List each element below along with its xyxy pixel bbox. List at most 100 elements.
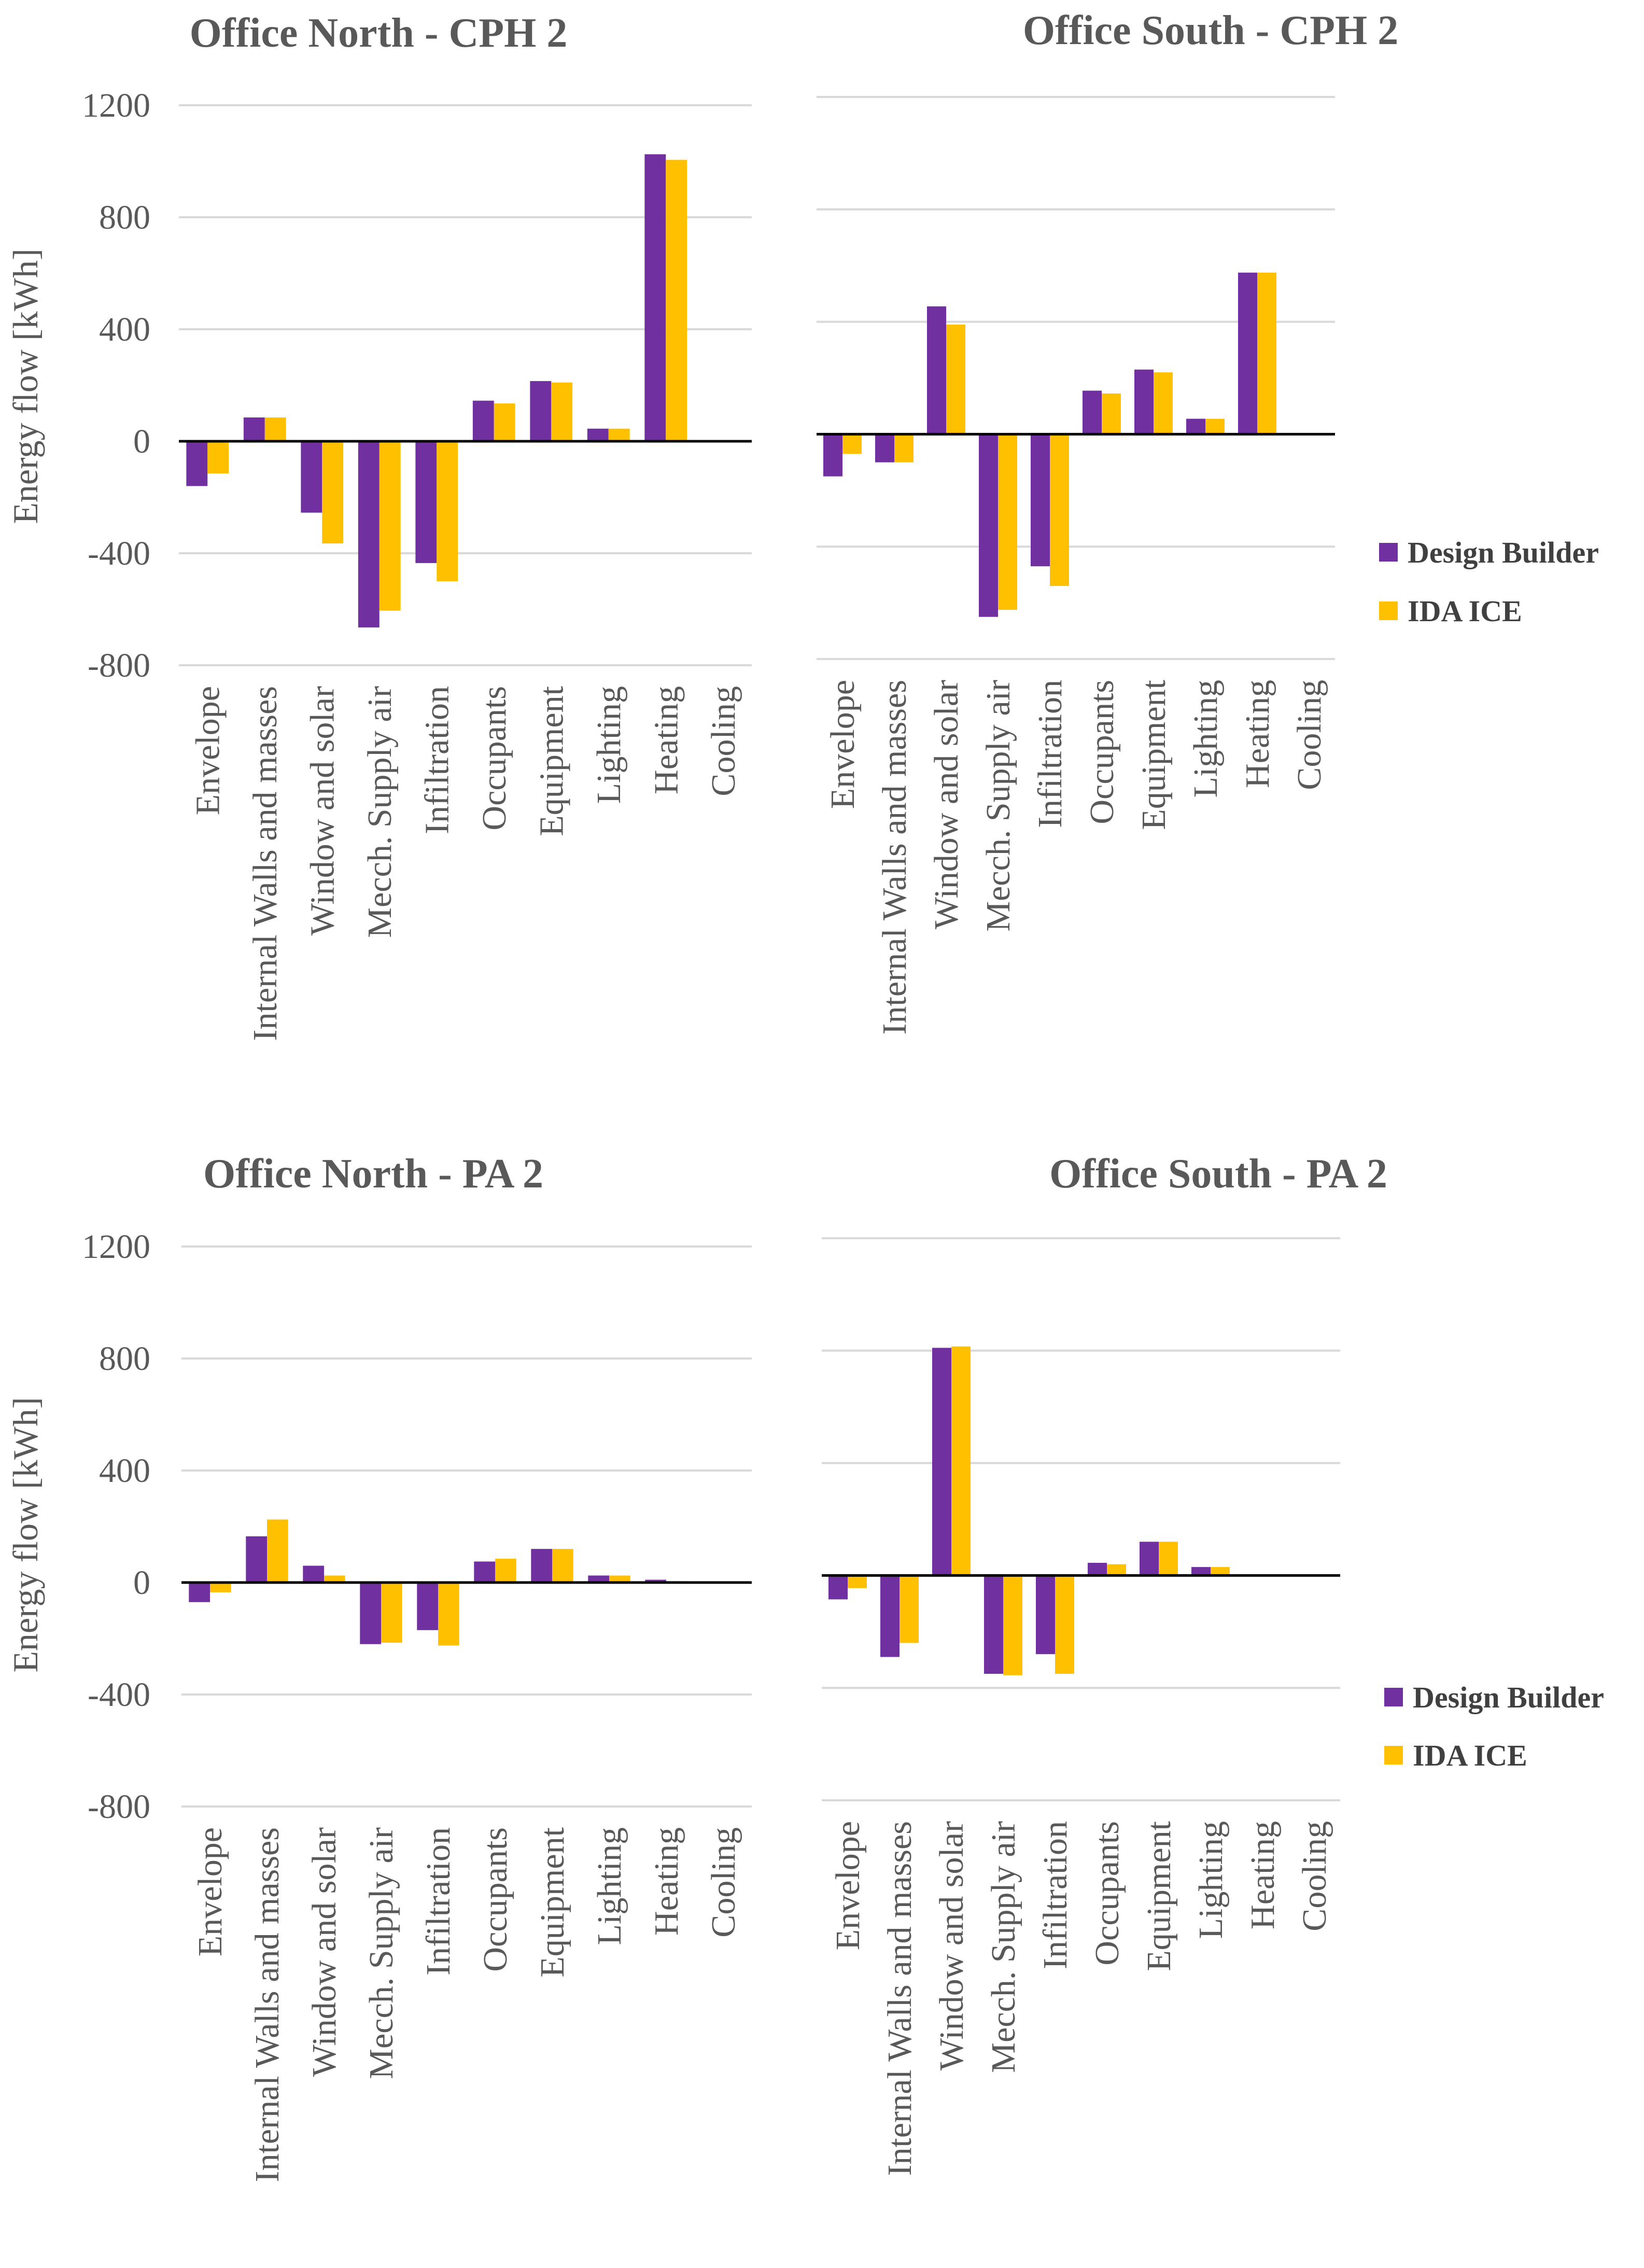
bar-ida-ice: [264, 417, 286, 441]
x-category-label: Mecch. Supply air: [362, 1827, 400, 2079]
bar-design-builder: [1191, 1567, 1211, 1576]
y-tick-label: -400: [88, 1676, 150, 1714]
bar-ida-ice: [1107, 1564, 1126, 1576]
y-axis-label: Energy flow [kWh]: [6, 248, 45, 524]
x-category-label: Heating: [1244, 1821, 1282, 1929]
x-category-label: Equipment: [1140, 1821, 1178, 1971]
y-tick-label: -800: [88, 1788, 150, 1826]
bar-design-builder: [828, 1575, 848, 1600]
chart-office-north-cph2: Office North - CPH 2 1200 800 400 0 -400 -800 E…: [6, 10, 752, 1041]
bar-ida-ice: [666, 160, 687, 441]
bar-ida-ice: [894, 434, 914, 463]
y-tick-label: 800: [99, 199, 150, 236]
x-category-label: Equipment: [1135, 680, 1173, 830]
x-category-label: Internal Walls and masses: [876, 680, 914, 1034]
y-axis-label: Energy flow [kWh]: [6, 1397, 45, 1672]
x-category-label: Envelope: [829, 1821, 867, 1950]
bar-ida-ice: [998, 434, 1017, 610]
bar-ida-ice: [1055, 1575, 1074, 1674]
x-category-label: Lighting: [1192, 1821, 1230, 1939]
bar-ida-ice: [900, 1575, 919, 1643]
chart-title: Office South - PA 2: [1049, 1151, 1387, 1197]
x-category-label: Internal Walls and masses: [246, 686, 284, 1041]
legend-label: IDA ICE: [1413, 1739, 1527, 1772]
bar-ida-ice: [1159, 1542, 1178, 1576]
x-category-label: Infiltration: [1036, 1821, 1074, 1969]
x-category-label: Mecch. Supply air: [361, 686, 399, 938]
bar-design-builder: [303, 1565, 324, 1583]
bar-ida-ice: [951, 1346, 971, 1576]
bar-ida-ice: [1102, 393, 1121, 435]
bar-ida-ice: [608, 428, 630, 441]
x-category-label: Heating: [647, 686, 685, 794]
bar-design-builder: [246, 1536, 267, 1583]
bar-ida-ice: [1050, 434, 1069, 586]
legend-swatch: [1379, 601, 1398, 620]
x-category-label: Occupants: [1088, 1821, 1126, 1966]
x-category-label: Infiltration: [419, 1827, 457, 1976]
bar-ida-ice: [552, 1549, 573, 1583]
bar-design-builder: [644, 154, 666, 441]
bar-design-builder: [1036, 1575, 1055, 1655]
chart-title: Office North - PA 2: [203, 1151, 543, 1197]
bar-design-builder: [301, 441, 322, 513]
bar-ida-ice: [324, 1575, 345, 1583]
x-category-label: Equipment: [532, 686, 570, 836]
legend-label: Design Builder: [1413, 1681, 1604, 1714]
bar-ida-ice: [494, 403, 515, 441]
bar-design-builder: [587, 428, 609, 441]
bar-design-builder: [189, 1583, 210, 1602]
x-category-label: Heating: [648, 1827, 685, 1936]
bar-ida-ice: [609, 1575, 630, 1583]
x-category-label: Lighting: [1187, 680, 1225, 797]
bar-ida-ice: [207, 441, 229, 474]
y-tick-label: 800: [99, 1340, 150, 1378]
bar-design-builder: [645, 1579, 666, 1583]
x-category-label: Infiltration: [418, 686, 456, 834]
legend-label: IDA ICE: [1408, 594, 1522, 628]
x-category-label: Occupants: [1083, 680, 1121, 824]
y-tick-label: 1200: [82, 1228, 150, 1266]
bar-ida-ice: [1154, 372, 1173, 435]
x-category-label: Internal Walls and masses: [881, 1821, 919, 2176]
x-category-label: Occupants: [476, 1827, 514, 1972]
bar-ida-ice: [1257, 272, 1276, 435]
bar-ida-ice: [848, 1575, 867, 1588]
x-category-label: Window and solar: [933, 1821, 971, 2070]
bar-ida-ice: [381, 1583, 402, 1643]
bar-ida-ice: [1211, 1567, 1230, 1576]
bar-ida-ice: [267, 1519, 288, 1583]
bar-design-builder: [1238, 272, 1257, 435]
chart-title: Office South - CPH 2: [1023, 8, 1398, 53]
bar-design-builder: [984, 1575, 1003, 1674]
x-category-label: Internal Walls and masses: [248, 1827, 286, 2182]
bar-ida-ice: [495, 1559, 516, 1583]
bar-design-builder: [932, 1348, 951, 1576]
y-tick-label: 0: [133, 1564, 150, 1602]
chart-title: Office North - CPH 2: [190, 10, 568, 56]
bar-design-builder: [588, 1575, 609, 1583]
x-category-label: Cooling: [705, 686, 742, 796]
y-tick-label: 400: [99, 311, 150, 348]
x-category-label: Window and solar: [305, 1827, 343, 2077]
legend-swatch: [1384, 1746, 1403, 1765]
bar-design-builder: [875, 434, 894, 463]
legend-swatch: [1384, 1688, 1403, 1706]
bar-ida-ice: [551, 382, 573, 441]
bar-design-builder: [1140, 1542, 1159, 1576]
bar-ida-ice: [437, 441, 458, 581]
bar-design-builder: [1088, 1563, 1107, 1576]
y-tick-label: 1200: [82, 87, 150, 124]
bar-ida-ice: [379, 441, 401, 611]
y-tick-label: -400: [88, 535, 150, 572]
x-category-label: Lighting: [590, 686, 628, 804]
y-tick-label: 400: [99, 1452, 150, 1490]
x-category-label: Heating: [1239, 680, 1276, 788]
x-category-label: Lighting: [591, 1827, 628, 1945]
legend-label: Design Builder: [1408, 536, 1599, 569]
bar-design-builder: [1083, 390, 1102, 435]
bar-design-builder: [823, 434, 842, 477]
bar-ida-ice: [1003, 1575, 1022, 1675]
